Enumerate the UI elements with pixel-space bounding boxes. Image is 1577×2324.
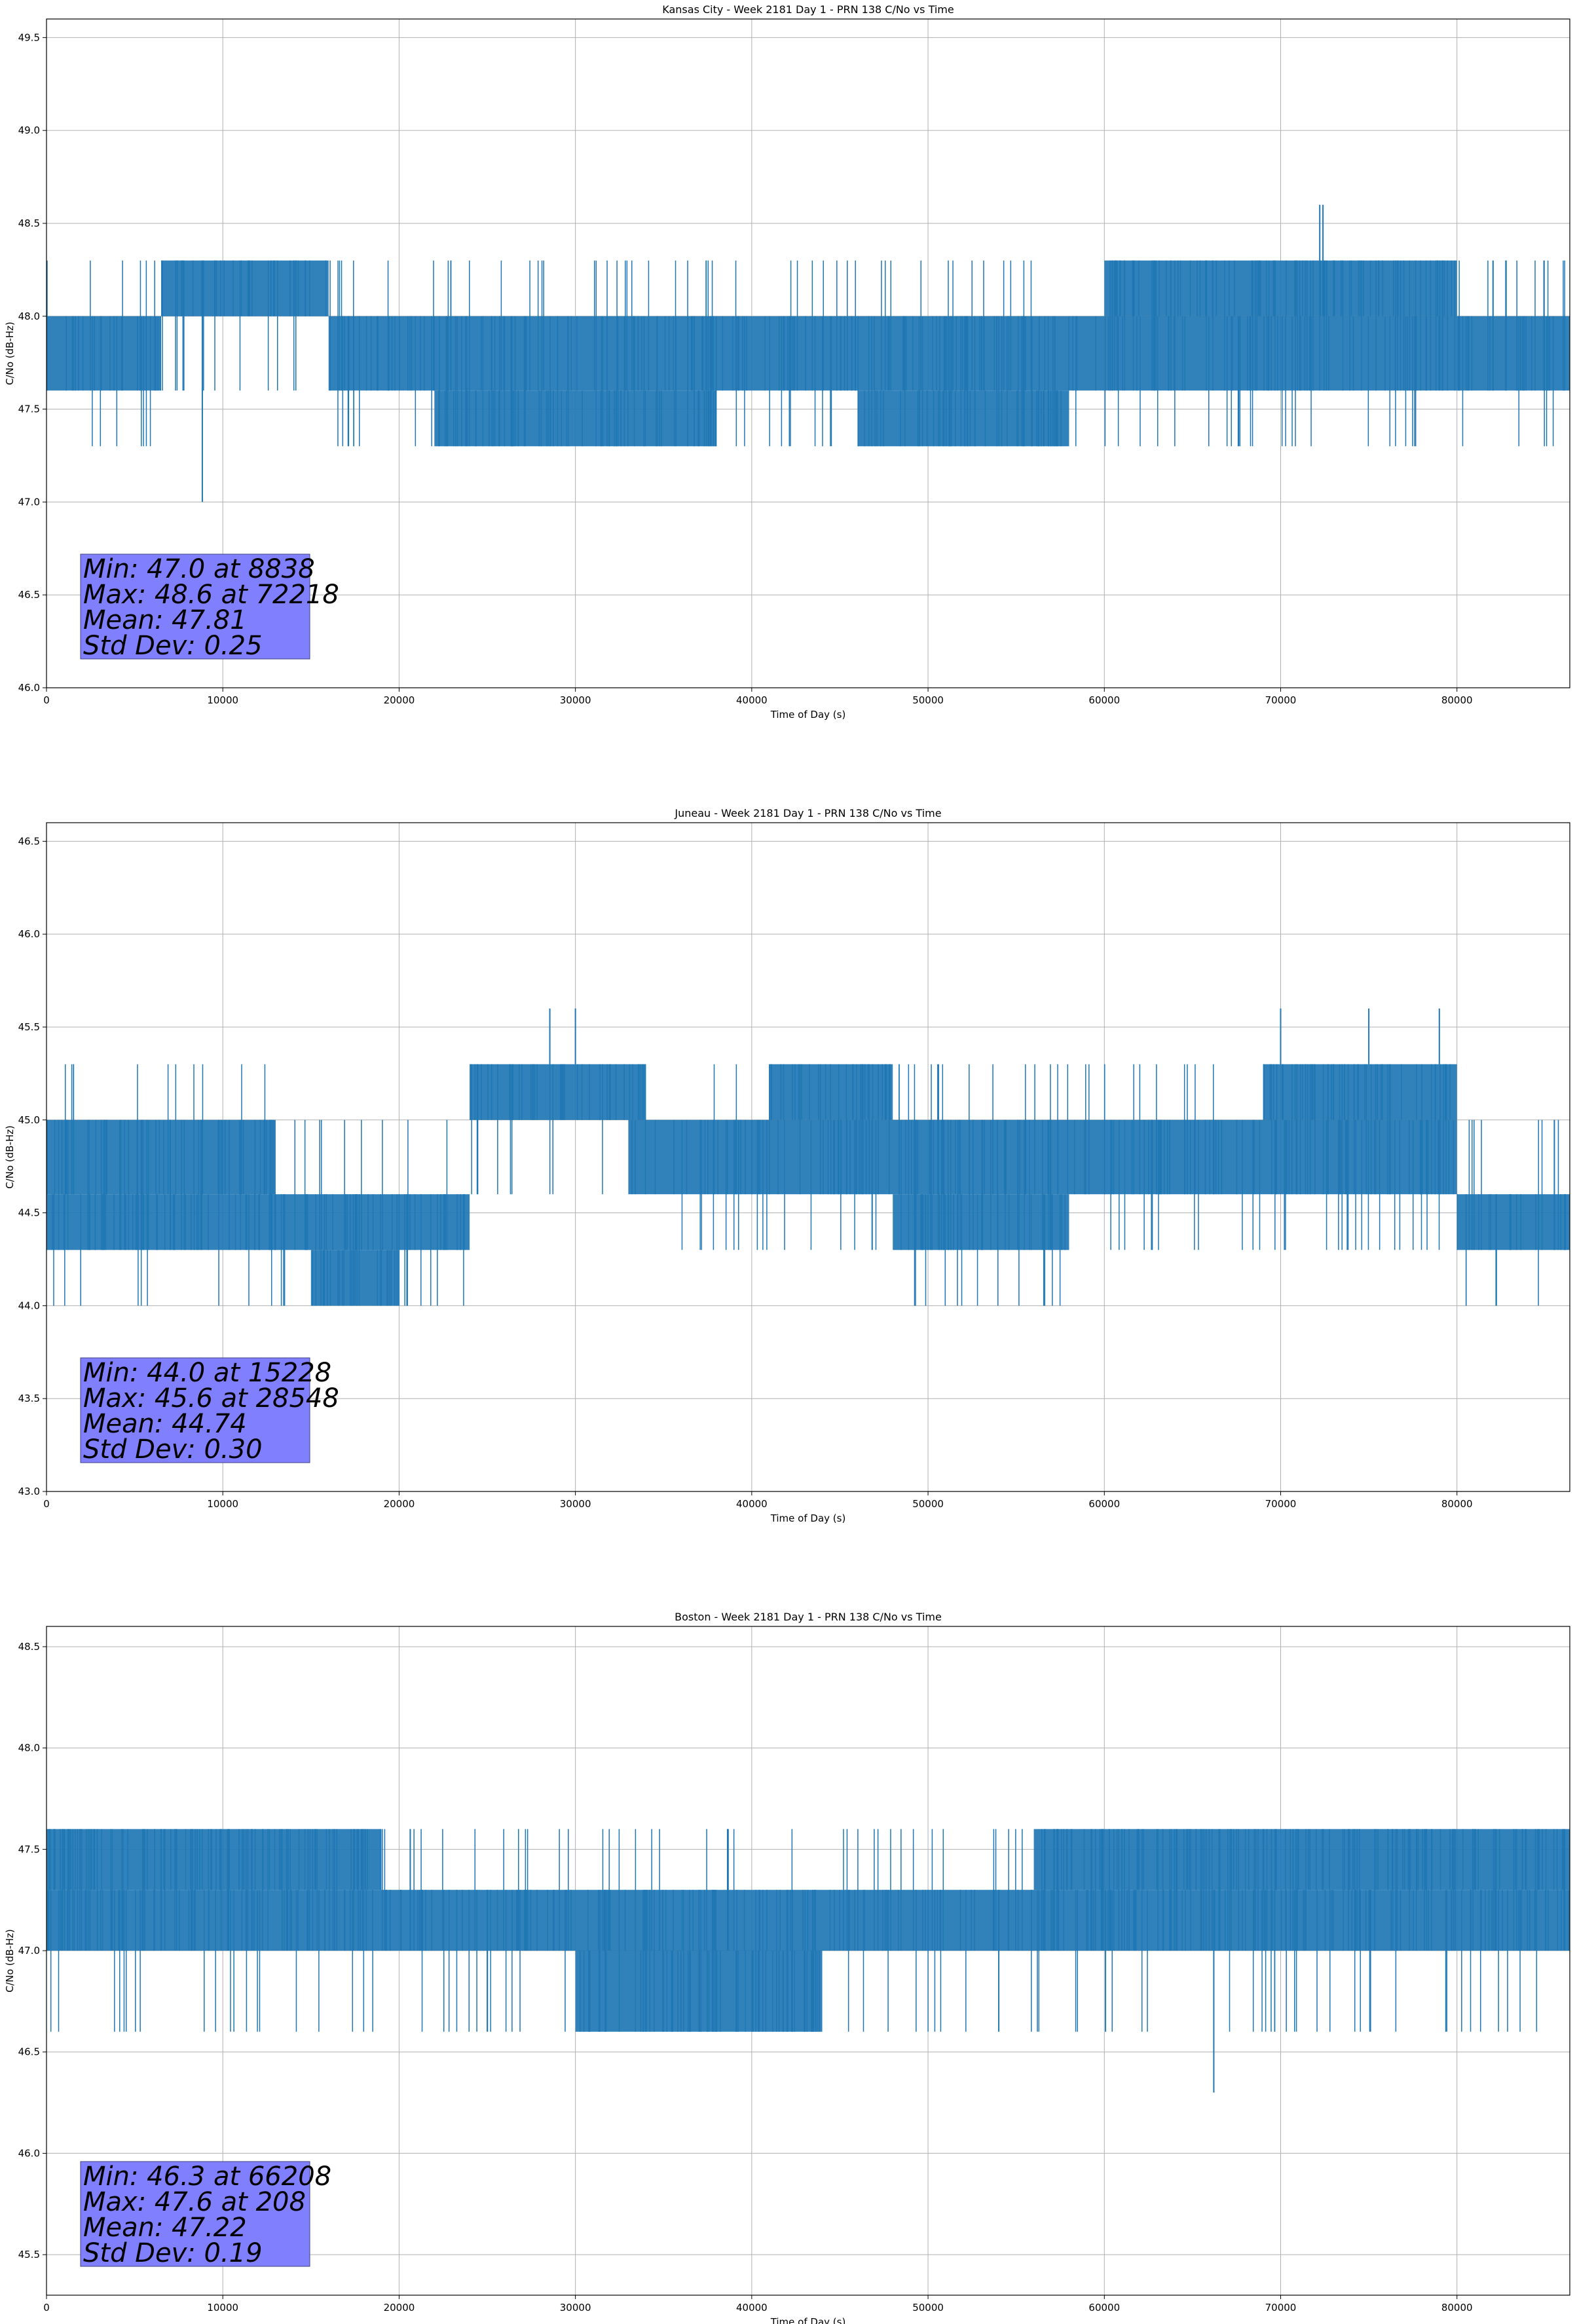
y-tick-label: 48.5 (18, 1641, 40, 1653)
y-tick-label: 43.0 (18, 1486, 40, 1497)
x-tick-label: 30000 (560, 694, 591, 706)
y-tick-label: 43.5 (18, 1393, 40, 1404)
series-band (1104, 316, 1570, 391)
x-tick-label: 40000 (736, 694, 768, 706)
stats-box (80, 2161, 310, 2267)
series-band (46, 316, 161, 391)
x-tick-label: 70000 (1265, 694, 1297, 706)
series-band (46, 1119, 276, 1195)
data-series (46, 204, 1570, 502)
x-tick-label: 0 (43, 1498, 50, 1510)
stats-max-text: Max: 48.6 at 72218 (83, 580, 339, 610)
x-tick-label: 70000 (1265, 1498, 1297, 1510)
x-tick-label: 20000 (384, 694, 415, 706)
y-tick-label: 45.0 (18, 1114, 40, 1126)
y-tick-label: 44.0 (18, 1300, 40, 1311)
x-tick-label: 10000 (207, 1498, 238, 1510)
stats-std-text: Std Dev: 0.25 (83, 631, 263, 661)
series-band (575, 1951, 823, 2032)
y-tick-label: 45.5 (18, 1021, 40, 1033)
y-tick-label: 46.0 (18, 2147, 40, 2159)
axes-frame (46, 18, 1570, 688)
stats-box (80, 553, 310, 660)
x-tick-label: 10000 (207, 2302, 238, 2314)
x-tick-label: 10000 (207, 694, 238, 706)
y-tick-label: 47.5 (18, 403, 40, 415)
chart-title: Boston - Week 2181 Day 1 - PRN 138 C/No … (675, 1611, 942, 1623)
x-tick-label: 20000 (384, 1498, 415, 1510)
x-tick-label: 50000 (912, 1498, 944, 1510)
x-tick-label: 50000 (912, 2302, 944, 2314)
series-band (160, 260, 329, 316)
series-band (46, 1829, 382, 1890)
stats-min-text: Min: 46.3 at 66208 (83, 2162, 331, 2192)
y-tick-label: 44.5 (18, 1207, 40, 1219)
y-tick-label: 47.0 (18, 1945, 40, 1957)
stats-min-text: Min: 47.0 at 8838 (83, 554, 315, 584)
y-tick-label: 47.5 (18, 1843, 40, 1855)
series-band (769, 1064, 893, 1120)
x-tick-label: 60000 (1088, 1498, 1120, 1510)
y-tick-label: 48.5 (18, 217, 40, 229)
x-tick-label: 30000 (560, 1498, 591, 1510)
data-series (46, 1008, 1570, 1306)
data-series (46, 1829, 1570, 2093)
x-tick-label: 70000 (1265, 2302, 1297, 2314)
series-band (857, 390, 1069, 447)
x-tick-label: 50000 (912, 694, 944, 706)
chart-panel-1: 0 10000 20000 30000 40000 50000 60000 70000 8000… (4, 3, 1570, 721)
stats-mean-text: Mean: 47.22 (83, 2213, 247, 2243)
y-axis-label: C/No (dB-Hz) (4, 1929, 16, 1993)
x-tick-label: 40000 (736, 2302, 768, 2314)
series-band (470, 1064, 646, 1120)
chart-title: Kansas City - Week 2181 Day 1 - PRN 138 … (662, 3, 954, 16)
y-tick-label: 46.0 (18, 928, 40, 940)
axes-frame (46, 822, 1570, 1492)
series-band (434, 390, 717, 447)
x-tick-label: 80000 (1441, 694, 1473, 706)
x-tick-label: 0 (43, 694, 50, 706)
y-tick-label: 45.5 (18, 2249, 40, 2260)
y-axis-label: C/No (dB-Hz) (4, 322, 16, 385)
x-tick-label: 60000 (1088, 2302, 1120, 2314)
stats-max-text: Max: 45.6 at 28548 (83, 1383, 339, 1414)
y-tick-label: 46.5 (18, 589, 40, 601)
chart-title: Juneau - Week 2181 Day 1 - PRN 138 C/No … (674, 807, 941, 819)
y-tick-label: 49.5 (18, 31, 40, 43)
y-tick-label: 46.0 (18, 682, 40, 694)
y-tick-label: 49.0 (18, 124, 40, 136)
y-tick-label: 46.5 (18, 835, 40, 847)
series-band (1033, 1829, 1122, 1890)
chart-panel-3: 0 10000 20000 30000 40000 50000 60000 70000 8000… (4, 1611, 1570, 2324)
x-tick-label: 40000 (736, 1498, 768, 1510)
x-axis-label: Time of Day (s) (770, 709, 846, 721)
stats-mean-text: Mean: 44.74 (83, 1409, 247, 1439)
x-tick-label: 60000 (1088, 694, 1120, 706)
series-band (46, 1194, 470, 1250)
x-tick-label: 80000 (1441, 1498, 1473, 1510)
x-tick-label: 20000 (384, 2302, 415, 2314)
stats-std-text: Std Dev: 0.19 (83, 2238, 263, 2268)
chart-panel-2: 0 10000 20000 30000 40000 50000 60000 70000 8000… (4, 807, 1570, 1524)
x-axis-label: Time of Day (s) (770, 1512, 846, 1524)
stats-max-text: Max: 47.6 at 208 (83, 2187, 306, 2217)
x-tick-label: 30000 (560, 2302, 591, 2314)
series-band (1456, 1194, 1570, 1250)
x-tick-label: 0 (43, 2302, 50, 2314)
x-axis-label: Time of Day (s) (770, 2316, 846, 2324)
axes-frame (46, 1626, 1570, 2296)
y-axis-label: C/No (dB-Hz) (4, 1125, 16, 1189)
x-tick-label: 80000 (1441, 2302, 1473, 2314)
stats-box (80, 1357, 310, 1463)
y-tick-label: 46.5 (18, 2046, 40, 2058)
stats-min-text: Min: 44.0 at 15228 (83, 1358, 331, 1388)
y-tick-label: 48.0 (18, 1742, 40, 1754)
stats-std-text: Std Dev: 0.30 (83, 1434, 263, 1465)
y-tick-label: 47.0 (18, 496, 40, 508)
y-tick-label: 48.0 (18, 310, 40, 322)
stats-mean-text: Mean: 47.81 (83, 605, 247, 635)
